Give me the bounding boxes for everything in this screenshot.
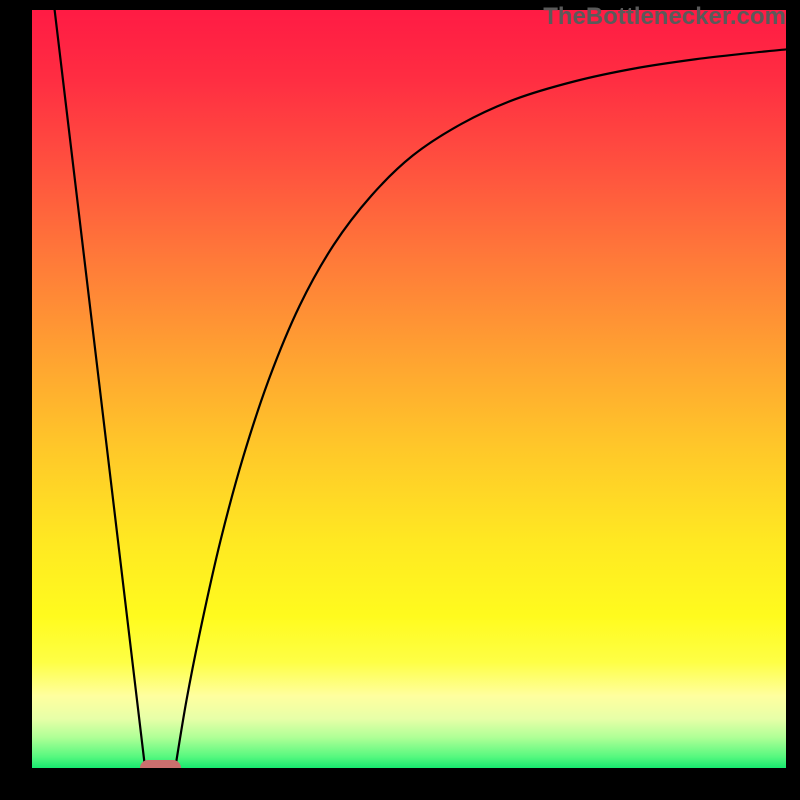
left-descending-line xyxy=(55,10,145,768)
frame-left xyxy=(0,0,32,800)
frame-right xyxy=(786,0,800,800)
chart-lines xyxy=(0,0,800,800)
right-asymptotic-curve xyxy=(175,49,786,768)
watermark-text: TheBottlenecker.com xyxy=(543,3,786,31)
frame-bottom xyxy=(0,768,800,800)
